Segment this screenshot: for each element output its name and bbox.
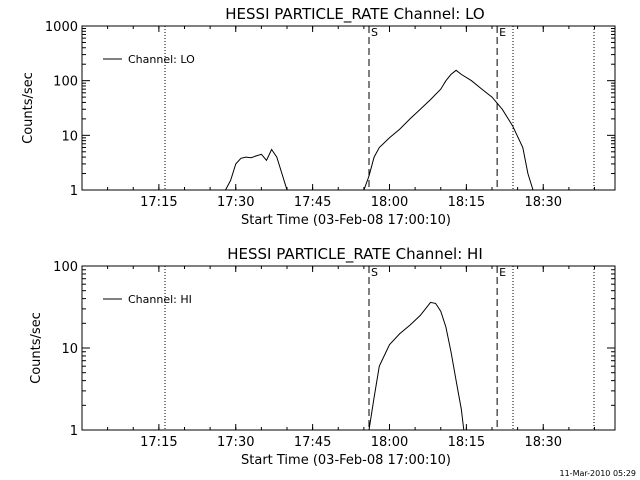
x-axis-label: Start Time (03-Feb-08 17:00:10) — [241, 213, 451, 228]
x-tick-label: 17:15 — [140, 195, 177, 210]
legend: Channel: LO — [103, 53, 195, 66]
y-ticks: 1 10 100 — [53, 260, 615, 439]
marker-label: S — [371, 266, 378, 279]
x-tick-label: 18:15 — [448, 195, 485, 210]
chart-title: HESSI PARTICLE_RATE Channel: HI — [227, 245, 483, 264]
marker-label: S — [371, 26, 378, 39]
y-axis-label: Counts/sec — [29, 312, 44, 384]
series-line — [225, 69, 534, 191]
chart-hi: HESSI PARTICLE_RATE Channel: HI Counts/s… — [29, 245, 616, 468]
x-tick-label: 18:00 — [371, 435, 408, 450]
marker-label: E — [499, 266, 506, 279]
chart-lo: HESSI PARTICLE_RATE Channel: LO Counts/s… — [21, 5, 616, 228]
y-ticks: 1 10 100 1000 — [45, 20, 615, 199]
x-tick-label: 18:00 — [371, 195, 408, 210]
plot-frame — [81, 265, 616, 431]
legend-entry: Channel: HI — [128, 293, 192, 306]
y-tick-label: 10 — [61, 129, 78, 144]
y-tick-label: 100 — [53, 260, 78, 275]
x-axis-label: Start Time (03-Feb-08 17:00:10) — [241, 453, 451, 468]
series-line — [368, 301, 465, 431]
chart-title: HESSI PARTICLE_RATE Channel: LO — [225, 5, 484, 24]
plot-frame — [81, 25, 616, 191]
x-tick-label: 17:30 — [217, 195, 254, 210]
y-tick-label: 1 — [70, 184, 78, 199]
x-tick-label: 17:45 — [294, 435, 331, 450]
y-tick-label: 1 — [70, 424, 78, 439]
x-tick-label: 18:30 — [525, 195, 562, 210]
x-ticks: 17:15 17:30 17:45 18:00 18:15 18:30 — [81, 266, 595, 450]
x-tick-label: 17:15 — [140, 435, 177, 450]
legend-entry: Channel: LO — [128, 53, 195, 66]
y-tick-label: 10 — [61, 342, 78, 357]
y-tick-label: 1000 — [45, 20, 78, 35]
x-tick-label: 18:15 — [448, 435, 485, 450]
x-tick-label: 17:45 — [294, 195, 331, 210]
marker-label: E — [499, 26, 506, 39]
footer-timestamp: 11-Mar-2010 05:29 — [560, 469, 637, 478]
y-tick-label: 100 — [53, 75, 78, 90]
x-tick-label: 18:30 — [525, 435, 562, 450]
series-layer — [368, 301, 465, 431]
legend: Channel: HI — [103, 293, 192, 306]
y-axis-label: Counts/sec — [21, 72, 36, 144]
x-tick-label: 17:30 — [217, 435, 254, 450]
series-layer — [225, 69, 534, 191]
